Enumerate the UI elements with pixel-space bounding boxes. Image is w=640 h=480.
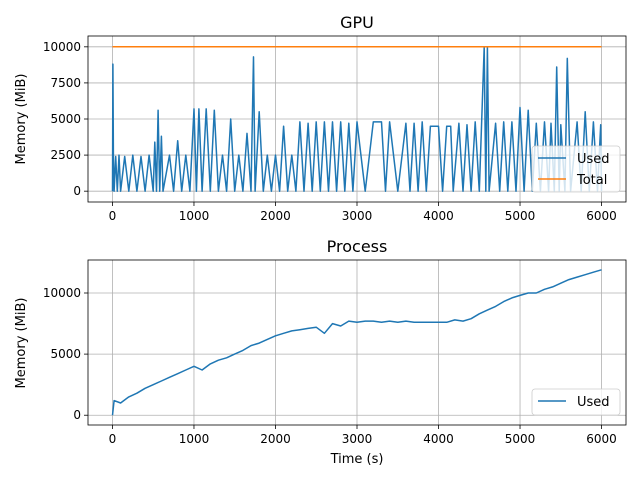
process-legend: Used xyxy=(531,388,621,416)
gpu-y-tick-label: 7500 xyxy=(50,76,81,90)
process-legend-used-label: Used xyxy=(577,395,610,410)
gpu-legend: Used Total xyxy=(531,145,621,193)
gpu-x-tick-label: 6000 xyxy=(586,209,617,223)
gpu-x-tick-label: 3000 xyxy=(342,209,373,223)
gpu-series-group xyxy=(111,46,603,192)
gpu-y-tick-label: 5000 xyxy=(50,112,81,126)
process-y-tick-label: 0 xyxy=(73,408,81,422)
gpu-chart: GPU 0 1000 2000 3000 4000 5000 6000 0 2500 5000 75… xyxy=(14,13,627,223)
process-y-axis-label: Memory (MiB) xyxy=(14,298,29,389)
process-chart-title: Process xyxy=(327,237,388,256)
gpu-chart-title: GPU xyxy=(340,13,374,32)
process-series-used-line xyxy=(111,269,602,416)
gpu-series-used-line xyxy=(111,46,603,192)
process-ticks: 0 1000 2000 3000 4000 5000 6000 0 5000 10000 xyxy=(43,286,617,446)
gpu-y-tick-label: 10000 xyxy=(43,40,81,54)
gpu-x-tick-label: 0 xyxy=(109,209,117,223)
process-x-tick-label: 0 xyxy=(109,432,117,446)
gpu-legend-used-label: Used xyxy=(577,152,610,167)
process-x-axis-label: Time (s) xyxy=(330,452,384,467)
gpu-y-axis-label: Memory (MiB) xyxy=(14,74,29,165)
gpu-legend-total-label: Total xyxy=(576,173,607,188)
process-y-tick-label: 10000 xyxy=(43,286,81,300)
gpu-x-tick-label: 1000 xyxy=(179,209,210,223)
process-chart: Process 0 1000 2000 3000 4000 5000 6000 0 5000 10… xyxy=(14,237,627,467)
process-x-tick-label: 2000 xyxy=(260,432,291,446)
process-x-tick-label: 5000 xyxy=(505,432,536,446)
process-series-group xyxy=(111,269,602,416)
process-x-tick-label: 4000 xyxy=(423,432,454,446)
gpu-x-tick-label: 4000 xyxy=(423,209,454,223)
gpu-ticks: 0 1000 2000 3000 4000 5000 6000 0 2500 5000 7500 10… xyxy=(43,40,617,223)
gpu-y-tick-label: 0 xyxy=(73,184,81,198)
process-x-tick-label: 3000 xyxy=(342,432,373,446)
gpu-x-tick-label: 2000 xyxy=(260,209,291,223)
process-y-tick-label: 5000 xyxy=(50,347,81,361)
process-legend-box xyxy=(531,388,621,416)
gpu-y-tick-label: 2500 xyxy=(50,148,81,162)
process-x-tick-label: 6000 xyxy=(586,432,617,446)
gpu-x-tick-label: 5000 xyxy=(505,209,536,223)
process-x-tick-label: 1000 xyxy=(179,432,210,446)
